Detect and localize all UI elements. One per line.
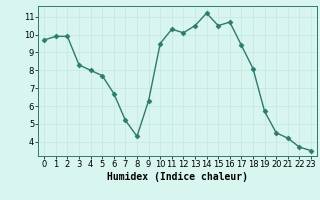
X-axis label: Humidex (Indice chaleur): Humidex (Indice chaleur) bbox=[107, 172, 248, 182]
